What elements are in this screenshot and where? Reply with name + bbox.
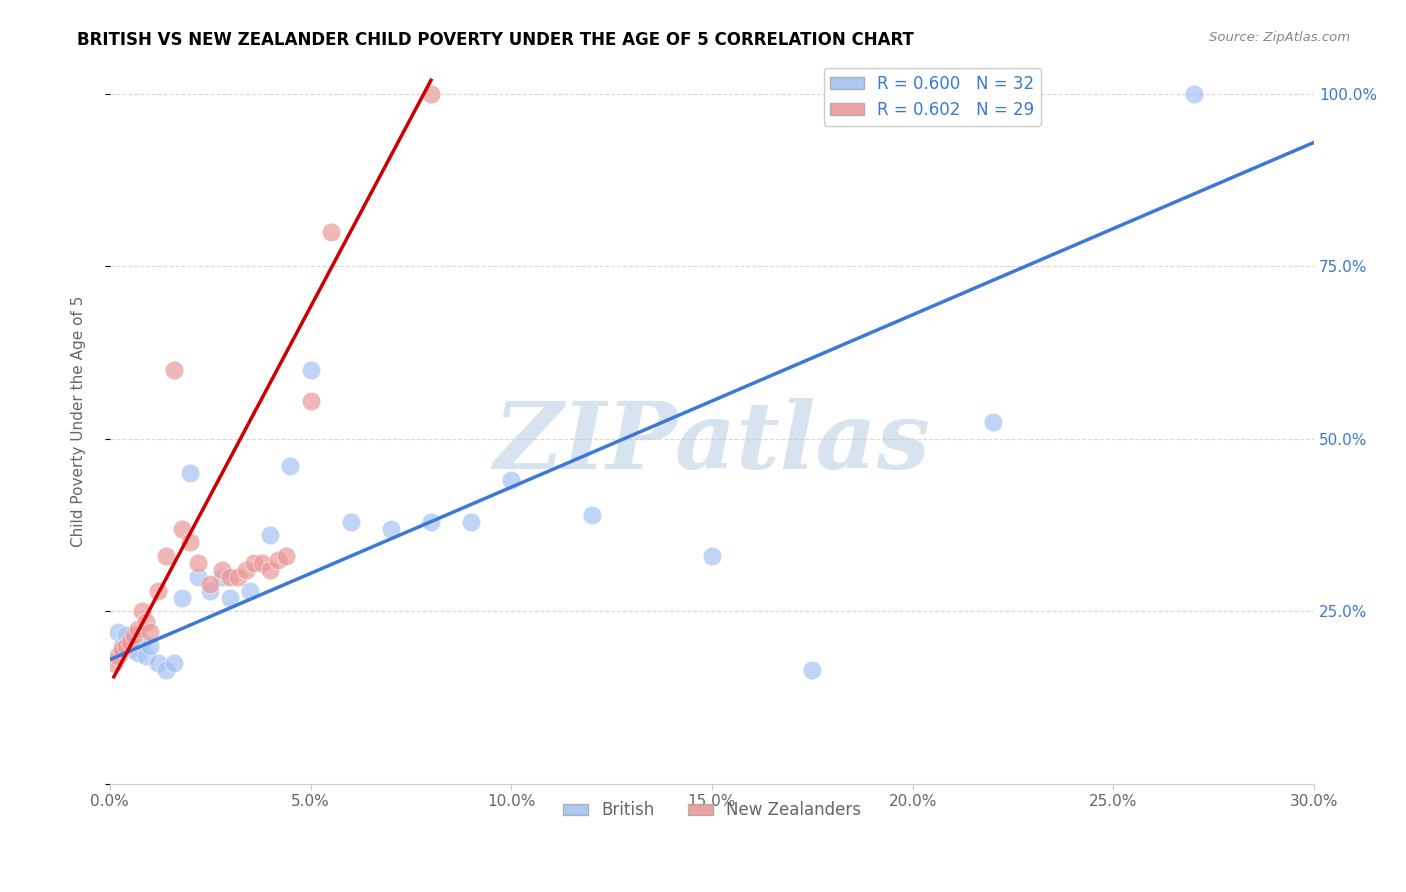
- Point: [187, 570, 209, 584]
- Point: [115, 639, 138, 653]
- Text: BRITISH VS NEW ZEALANDER CHILD POVERTY UNDER THE AGE OF 5 CORRELATION CHART: BRITISH VS NEW ZEALANDER CHILD POVERTY U…: [77, 31, 914, 49]
- Point: [319, 225, 342, 239]
- Point: [200, 583, 222, 598]
- Point: [155, 663, 177, 677]
- Point: [163, 363, 186, 377]
- Point: [501, 473, 523, 487]
- Point: [219, 570, 242, 584]
- Point: [211, 563, 233, 577]
- Point: [103, 656, 125, 670]
- Point: [460, 515, 482, 529]
- Point: [280, 459, 302, 474]
- Point: [226, 570, 249, 584]
- Point: [135, 615, 157, 629]
- Point: [581, 508, 603, 522]
- Point: [235, 563, 257, 577]
- Point: [107, 649, 129, 664]
- Point: [139, 625, 162, 640]
- Text: Source: ZipAtlas.com: Source: ZipAtlas.com: [1209, 31, 1350, 45]
- Point: [139, 639, 162, 653]
- Point: [259, 528, 281, 542]
- Point: [172, 522, 194, 536]
- Point: [146, 583, 169, 598]
- Point: [107, 625, 129, 640]
- Point: [299, 363, 322, 377]
- Point: [380, 522, 402, 536]
- Point: [219, 591, 242, 605]
- Point: [187, 556, 209, 570]
- Point: [118, 635, 141, 649]
- Point: [122, 632, 145, 646]
- Point: [299, 394, 322, 409]
- Point: [259, 563, 281, 577]
- Point: [420, 87, 443, 101]
- Point: [243, 556, 266, 570]
- Point: [135, 649, 157, 664]
- Point: [267, 552, 290, 566]
- Point: [118, 642, 141, 657]
- Point: [200, 576, 222, 591]
- Point: [179, 467, 201, 481]
- Point: [1182, 87, 1205, 101]
- Point: [127, 622, 149, 636]
- Point: [146, 656, 169, 670]
- Point: [111, 639, 134, 653]
- Point: [179, 535, 201, 549]
- Text: ZIPatlas: ZIPatlas: [494, 399, 931, 489]
- Point: [981, 415, 1004, 429]
- Point: [801, 663, 824, 677]
- Point: [111, 642, 134, 657]
- Point: [122, 628, 145, 642]
- Point: [276, 549, 298, 563]
- Point: [252, 556, 274, 570]
- Point: [115, 628, 138, 642]
- Point: [420, 515, 443, 529]
- Point: [127, 646, 149, 660]
- Point: [239, 583, 262, 598]
- Point: [211, 570, 233, 584]
- Point: [700, 549, 723, 563]
- Point: [131, 604, 153, 618]
- Legend: British, New Zealanders: British, New Zealanders: [557, 795, 868, 826]
- Point: [155, 549, 177, 563]
- Point: [131, 635, 153, 649]
- Point: [339, 515, 361, 529]
- Point: [172, 591, 194, 605]
- Point: [163, 656, 186, 670]
- Y-axis label: Child Poverty Under the Age of 5: Child Poverty Under the Age of 5: [72, 296, 86, 548]
